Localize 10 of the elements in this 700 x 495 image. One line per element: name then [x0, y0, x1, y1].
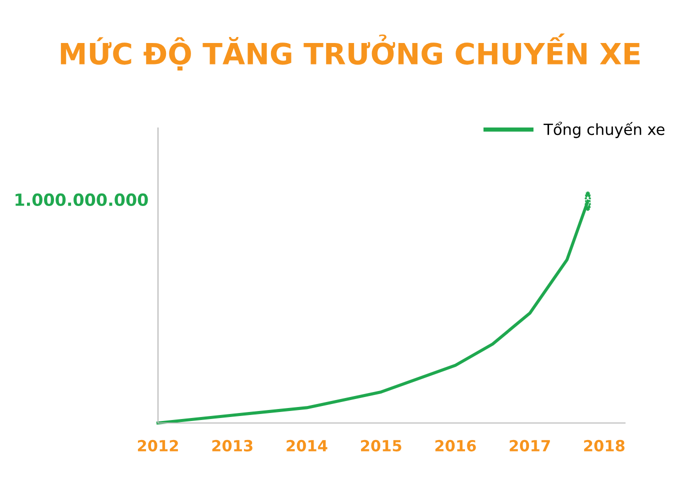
x-tick-label: 2015: [361, 440, 402, 452]
x-tick-label: 2014: [286, 440, 328, 452]
x-tick-label: 2017: [510, 440, 550, 452]
x-tick-label: 2013: [212, 440, 252, 452]
chart-title: MỨC ĐỘ TĂNG TRƯỞNG CHUYẾN XE: [60, 34, 640, 70]
legend-label: Tổng chuyến xe: [544, 122, 664, 138]
x-tick-label: 2016: [435, 440, 476, 452]
x-tick-label: 2012: [138, 440, 178, 452]
x-tick-label: 2018: [584, 440, 624, 452]
text: 1.000.000.000: [16, 193, 148, 206]
